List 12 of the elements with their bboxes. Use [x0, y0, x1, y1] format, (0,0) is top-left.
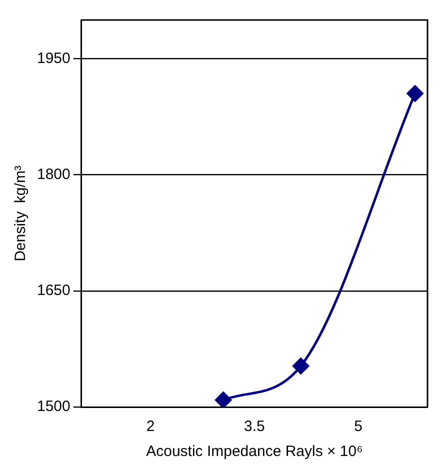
y-tick-label: 1500	[36, 398, 70, 416]
y-tick-label: 1950	[36, 50, 70, 67]
x-tick-label: 5	[354, 418, 362, 436]
y-axis-title: Density kg/m³	[12, 166, 30, 262]
x-axis-title: Acoustic Impedance Rayls × 10⁶	[146, 443, 363, 460]
y-tick-label: 1800	[36, 166, 70, 183]
y-tick-label: 1650	[36, 282, 70, 300]
point	[406, 85, 424, 102]
point	[292, 358, 310, 374]
x-tick-label: 2	[146, 418, 155, 436]
point	[215, 392, 232, 407]
x-tick-label: 3.5	[244, 418, 265, 436]
